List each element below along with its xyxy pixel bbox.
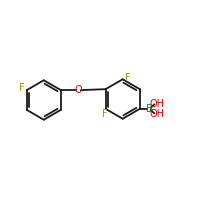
Text: O: O bbox=[74, 85, 82, 95]
Text: OH: OH bbox=[150, 99, 165, 109]
Text: F: F bbox=[102, 109, 107, 119]
Text: OH: OH bbox=[150, 109, 165, 119]
Text: B: B bbox=[146, 104, 153, 114]
Text: F: F bbox=[125, 73, 131, 83]
Text: F: F bbox=[19, 83, 25, 93]
